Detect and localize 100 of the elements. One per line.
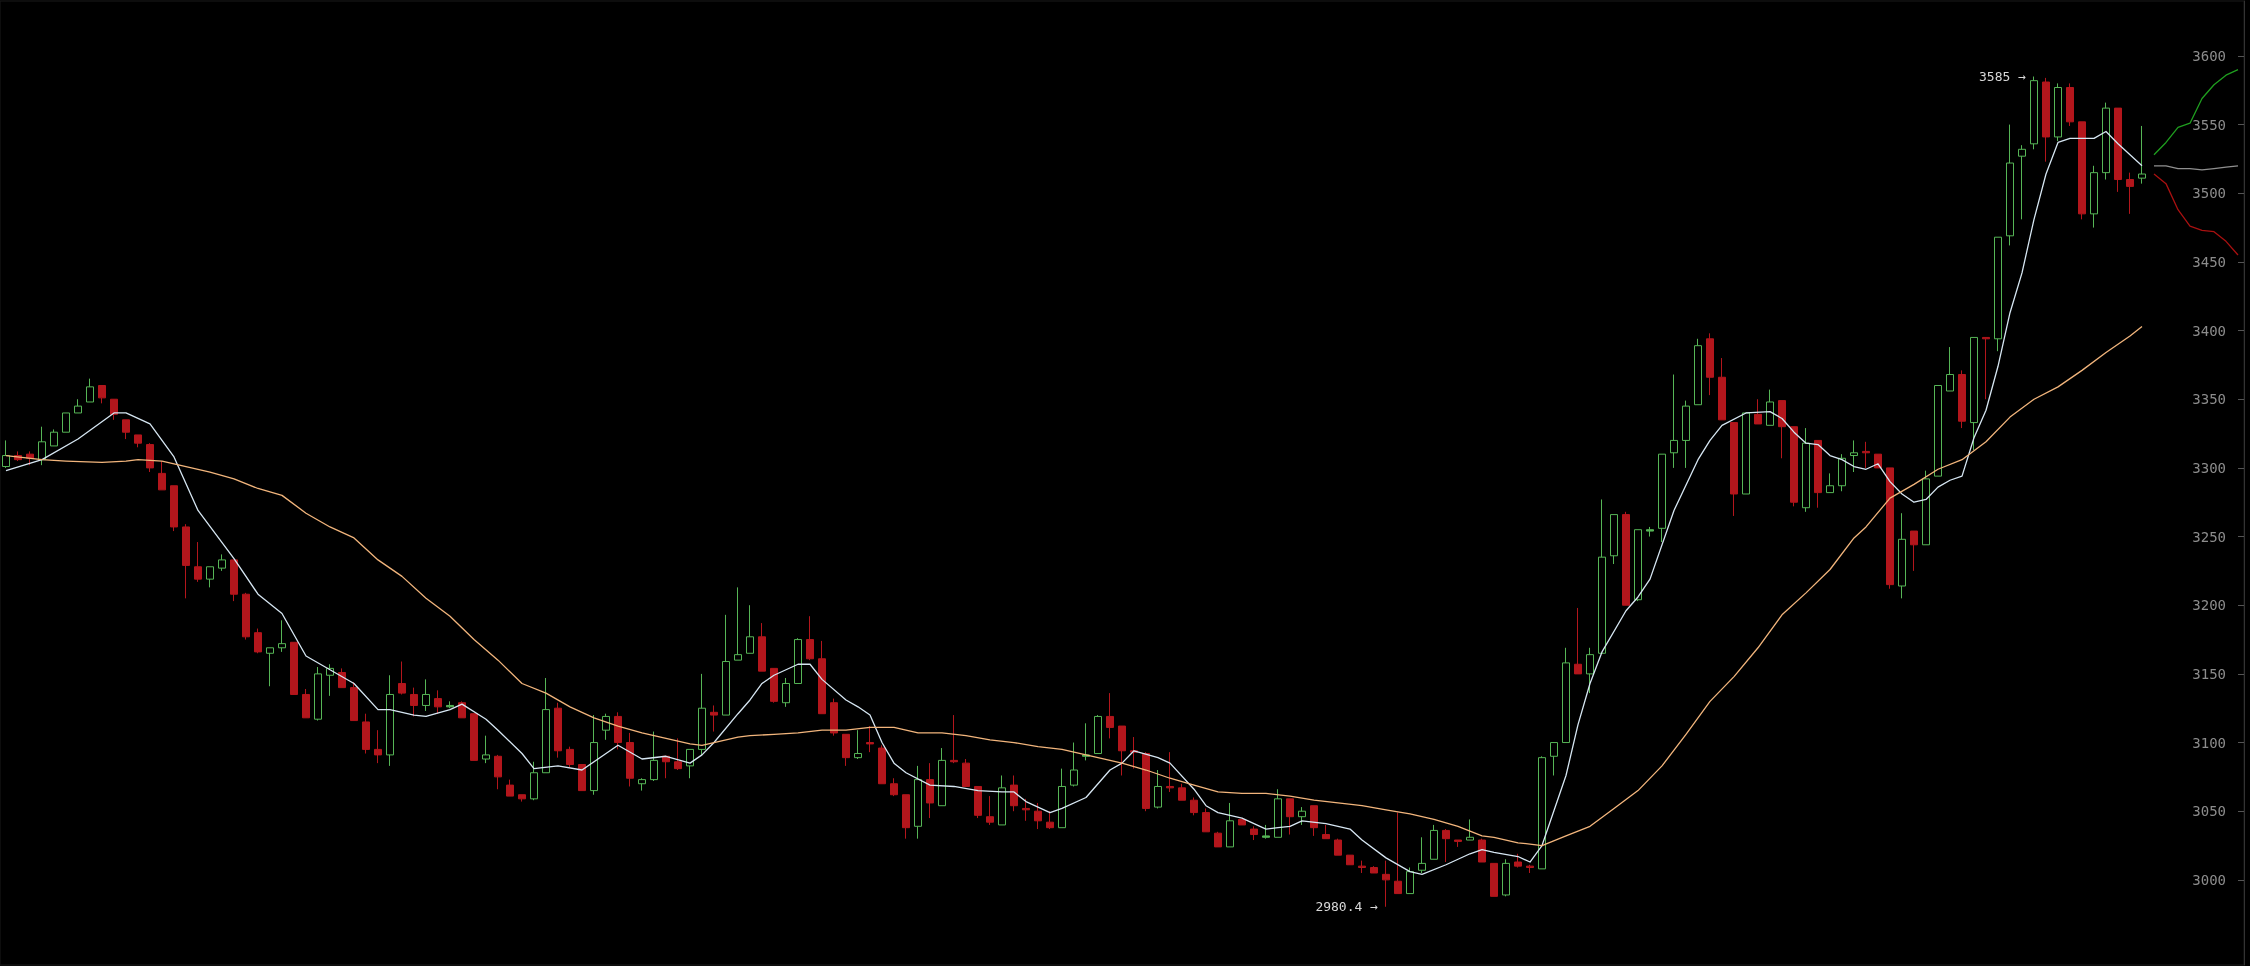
candlestick bbox=[422, 678, 430, 712]
candlestick bbox=[1670, 374, 1678, 469]
candlestick bbox=[1058, 768, 1066, 829]
candlestick bbox=[1166, 751, 1174, 793]
annotation: 3585 → bbox=[1979, 69, 2027, 85]
candlestick bbox=[1190, 796, 1198, 816]
candlestick bbox=[446, 700, 454, 709]
candlestick bbox=[470, 713, 478, 761]
candlestick bbox=[1778, 400, 1786, 459]
candlestick bbox=[182, 523, 190, 599]
candlestick bbox=[758, 622, 766, 672]
candlestick bbox=[1802, 427, 1810, 513]
candlestick bbox=[1454, 839, 1462, 848]
y-tick-label: 3300 bbox=[2192, 459, 2226, 476]
candlestick bbox=[614, 711, 622, 750]
candlestick bbox=[1370, 865, 1378, 874]
line-series bbox=[2153, 173, 2239, 256]
candlestick bbox=[770, 667, 778, 704]
candlestick bbox=[1046, 810, 1054, 830]
candlestick bbox=[50, 428, 58, 447]
y-tick-label: 3600 bbox=[2192, 47, 2226, 64]
candlestick bbox=[110, 398, 118, 421]
candlestick bbox=[398, 661, 406, 695]
candlestick bbox=[938, 747, 946, 807]
candlestick bbox=[1106, 692, 1114, 739]
candlestick bbox=[998, 775, 1006, 826]
candlestick bbox=[1526, 864, 1534, 874]
candlestick bbox=[266, 647, 274, 687]
y-tick-label: 3350 bbox=[2192, 391, 2226, 408]
candlestick bbox=[134, 434, 142, 448]
candlestick bbox=[1886, 467, 1894, 590]
candlestick bbox=[1226, 802, 1234, 848]
candlestick bbox=[86, 378, 94, 403]
candlestick bbox=[506, 779, 514, 797]
candlestick bbox=[146, 442, 154, 473]
candlestick bbox=[1310, 805, 1318, 837]
candlestick bbox=[914, 765, 922, 840]
candlestick bbox=[530, 761, 538, 801]
candlestick bbox=[2042, 77, 2050, 163]
candlestick bbox=[1958, 369, 1966, 429]
candlestick bbox=[1934, 385, 1942, 477]
candlestick bbox=[1646, 526, 1654, 538]
candlestick bbox=[1238, 818, 1246, 826]
y-tick-label: 3500 bbox=[2192, 185, 2226, 202]
candlestick bbox=[194, 541, 202, 583]
candlestick bbox=[218, 553, 226, 572]
candlestick bbox=[1358, 860, 1366, 874]
candlestick bbox=[818, 640, 826, 715]
candlestick bbox=[1154, 769, 1162, 809]
candlestick bbox=[1850, 439, 1858, 473]
candlestick bbox=[1574, 607, 1582, 675]
candlestick bbox=[1550, 742, 1558, 776]
candlestick bbox=[1202, 807, 1210, 833]
y-tick-label: 3100 bbox=[2192, 734, 2226, 751]
candlestick bbox=[1742, 412, 1750, 495]
candlestick bbox=[1406, 867, 1414, 895]
candlestick bbox=[674, 737, 682, 771]
candlestick bbox=[866, 725, 874, 753]
y-tick-label: 3200 bbox=[2192, 597, 2226, 614]
candlestick bbox=[878, 744, 886, 785]
candlestick bbox=[650, 731, 658, 782]
candlestick bbox=[1430, 824, 1438, 860]
candlestick bbox=[806, 615, 814, 661]
candlestick bbox=[98, 385, 106, 404]
candlestick bbox=[1514, 853, 1522, 868]
candlestick bbox=[2078, 121, 2086, 220]
candlestick bbox=[362, 713, 370, 755]
candlestick bbox=[2126, 172, 2134, 215]
candlestick bbox=[1118, 725, 1126, 776]
candlestick bbox=[350, 681, 358, 722]
y-tick-label: 3150 bbox=[2192, 665, 2226, 682]
candlestick bbox=[2114, 107, 2122, 193]
y-tick-label: 3000 bbox=[2192, 871, 2226, 888]
candlestick bbox=[2102, 102, 2110, 181]
candlestick bbox=[494, 754, 502, 790]
candlestick bbox=[1394, 812, 1402, 895]
candlestick bbox=[1682, 400, 1690, 469]
candlestick bbox=[1730, 422, 1738, 517]
candlestick bbox=[74, 398, 82, 414]
candlestick bbox=[1382, 860, 1390, 908]
candlestick bbox=[1814, 439, 1822, 509]
candlestick bbox=[1418, 836, 1426, 874]
candlestick bbox=[1994, 236, 2002, 352]
candlestick bbox=[698, 673, 706, 756]
y-tick-label: 3250 bbox=[2192, 528, 2226, 545]
candlestick bbox=[242, 592, 250, 641]
candlestick bbox=[578, 764, 586, 792]
candlestick bbox=[122, 419, 130, 440]
candlestick bbox=[434, 689, 442, 715]
candlestick bbox=[1538, 755, 1546, 870]
candlestick bbox=[638, 777, 646, 792]
candlestick bbox=[1862, 441, 1870, 469]
candlestick bbox=[62, 412, 70, 433]
candlestick bbox=[1010, 775, 1018, 812]
candlestick bbox=[1694, 338, 1702, 406]
candlestick bbox=[686, 748, 694, 779]
candlestick bbox=[1610, 514, 1618, 565]
candlestick bbox=[1898, 512, 1906, 599]
line-series bbox=[5, 325, 2143, 847]
candlestick bbox=[158, 460, 166, 491]
